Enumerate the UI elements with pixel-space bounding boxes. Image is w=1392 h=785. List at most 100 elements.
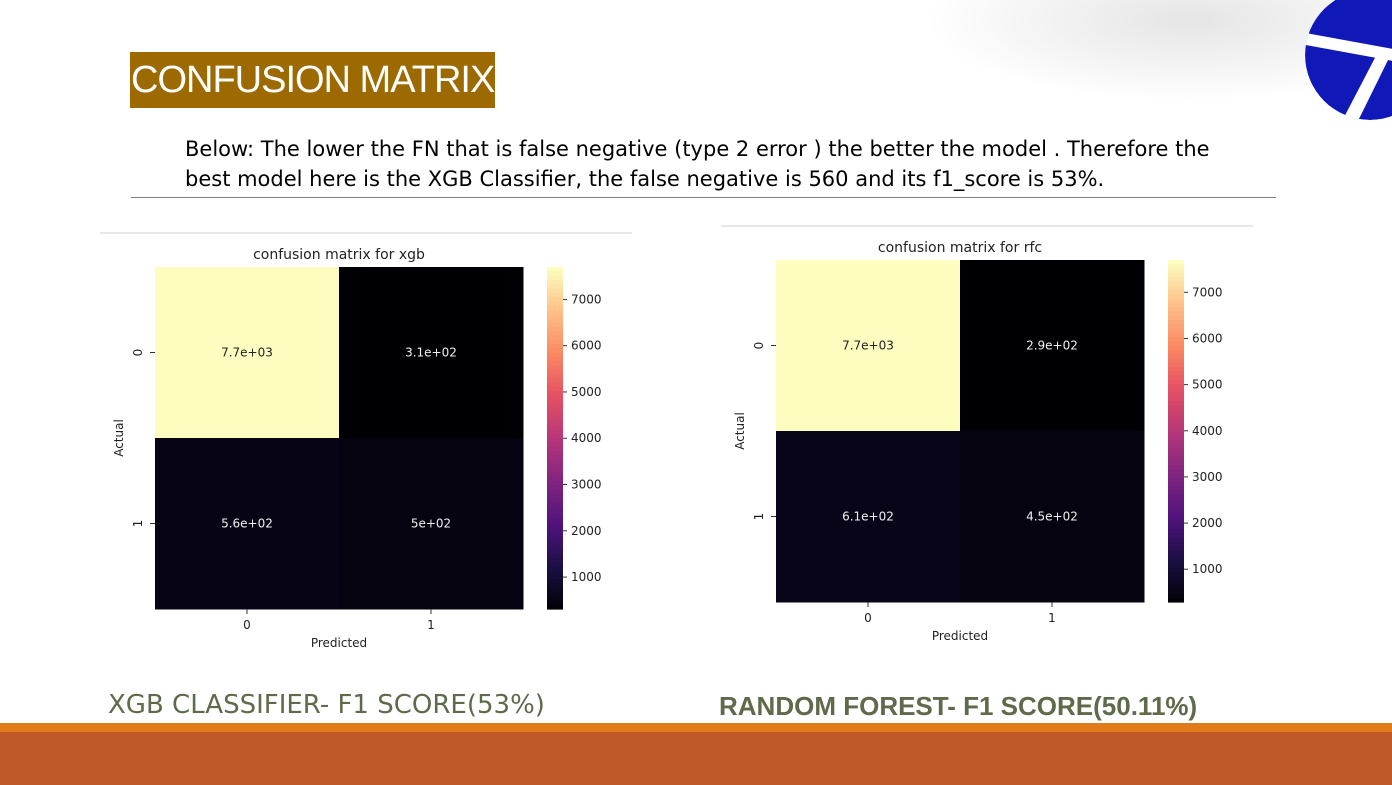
xgb-colorbar-segment bbox=[547, 493, 563, 499]
rfc-colorbar-segment bbox=[1168, 315, 1184, 321]
xgb-colorbar-segment bbox=[547, 540, 563, 546]
xgb-colorbar-segment bbox=[547, 275, 563, 281]
rfc-colorbar-segment bbox=[1168, 589, 1184, 595]
xgb-colorbar-segment bbox=[547, 378, 563, 384]
xgb-colorbar-segment bbox=[547, 399, 563, 405]
xgb-ytick-label-0: 0 bbox=[131, 349, 145, 357]
rfc-colorbar-segment bbox=[1168, 431, 1184, 436]
rfc-colorbar-segment bbox=[1168, 456, 1184, 462]
xgb-colorbar-segment bbox=[547, 506, 563, 512]
xgb-colorbar-segment bbox=[547, 450, 563, 456]
rfc-colorbar-segment bbox=[1168, 516, 1184, 522]
xgb-colorbar-segment bbox=[547, 579, 563, 584]
xgb-colorbar-tick-label-5: 6000 bbox=[571, 339, 602, 353]
xgb-colorbar-segment bbox=[547, 305, 563, 311]
caption-xgb: XGB CLASSIFIER- F1 SCORE(53%) bbox=[108, 690, 545, 720]
rfc-colorbar-segment bbox=[1168, 448, 1184, 453]
rfc-colorbar-segment bbox=[1168, 584, 1184, 590]
xgb-annotation-0-1: 3.1e+02 bbox=[405, 346, 457, 360]
xgb-xtick-label-0: 0 bbox=[243, 618, 251, 632]
rfc-colorbar-segment bbox=[1168, 358, 1184, 364]
rfc-colorbar-segment bbox=[1168, 375, 1184, 381]
rfc-colorbar-segment bbox=[1168, 567, 1184, 573]
rfc-colorbar-segment bbox=[1168, 328, 1184, 334]
rfc-xlabel: Predicted bbox=[932, 629, 988, 643]
xgb-ylabel: Actual bbox=[112, 419, 126, 457]
rfc-colorbar-segment bbox=[1168, 503, 1184, 509]
rfc-colorbar-segment bbox=[1168, 396, 1184, 402]
rfc-colorbar-segment bbox=[1168, 264, 1184, 270]
xgb-annotation-1-1: 5e+02 bbox=[411, 517, 451, 531]
xgb-colorbar-segment bbox=[547, 472, 563, 478]
xgb-colorbar-tick-label-2: 3000 bbox=[571, 478, 602, 492]
rfc-colorbar-segment bbox=[1168, 298, 1184, 304]
xgb-colorbar-segment bbox=[547, 476, 563, 482]
xgb-colorbar-segment bbox=[547, 459, 563, 465]
rfc-colorbar-segment bbox=[1168, 426, 1184, 432]
xgb-colorbar-tick-label-6: 7000 bbox=[571, 292, 602, 306]
rfc-colorbar-segment bbox=[1168, 285, 1184, 291]
xgb-cell-0-0 bbox=[155, 267, 340, 439]
rfc-annotation-0-0: 7.7e+03 bbox=[842, 339, 894, 353]
rfc-colorbar-tick-label-6: 7000 bbox=[1192, 285, 1223, 299]
rfc-colorbar-segment bbox=[1168, 597, 1184, 603]
xgb-colorbar-segment bbox=[547, 587, 563, 593]
rfc-colorbar-segment bbox=[1168, 486, 1184, 492]
heatmap-rfc-svg: confusion matrix for rfc 7.7e+03 2.9e+02 6.… bbox=[721, 225, 1253, 643]
xgb-colorbar-segment bbox=[547, 583, 563, 589]
xgb-colorbar-segment bbox=[547, 318, 563, 324]
rfc-colorbar-segment bbox=[1168, 401, 1184, 406]
xgb-colorbar-segment bbox=[547, 288, 563, 294]
xgb-cell-1-1 bbox=[339, 438, 524, 610]
rfc-colorbar-segment bbox=[1168, 418, 1184, 424]
rfc-colorbar-segment bbox=[1168, 443, 1184, 449]
rfc-cell-1-0 bbox=[776, 431, 961, 603]
rfc-colorbar-segment bbox=[1168, 537, 1184, 543]
rfc-colorbar-segment bbox=[1168, 336, 1184, 342]
rfc-colorbar-segment bbox=[1168, 294, 1184, 300]
xgb-colorbar-segment bbox=[547, 369, 563, 375]
xgb-colorbar-segment bbox=[547, 591, 563, 597]
xgb-colorbar-segment bbox=[547, 301, 563, 307]
xgb-colorbar-segment bbox=[547, 361, 563, 366]
rfc-colorbar-segment bbox=[1168, 473, 1184, 479]
xgb-colorbar-segment bbox=[547, 331, 563, 336]
rfc-colorbar-segment bbox=[1168, 512, 1184, 518]
divider bbox=[131, 197, 1276, 198]
xgb-colorbar-segment bbox=[547, 271, 563, 277]
heatmap-rfc: confusion matrix for rfc 7.7e+03 2.9e+02 6.… bbox=[721, 225, 1261, 654]
rfc-colorbar-segment bbox=[1168, 439, 1184, 445]
xgb-colorbar-segment bbox=[547, 322, 563, 328]
xgb-colorbar-segment bbox=[547, 309, 563, 315]
xgb-colorbar-segment bbox=[547, 523, 563, 529]
footer-accent-line bbox=[0, 723, 1392, 732]
rfc-colorbar-segment bbox=[1168, 422, 1184, 428]
xgb-colorbar-segment bbox=[547, 348, 563, 354]
rfc-colorbar-segment bbox=[1168, 482, 1184, 488]
rfc-colorbar-segment bbox=[1168, 507, 1184, 513]
rfc-colorbar-tick-label-0: 1000 bbox=[1192, 562, 1223, 576]
rfc-colorbar-segment bbox=[1168, 413, 1184, 419]
xgb-colorbar-segment bbox=[547, 574, 563, 580]
xgb-colorbar-segment bbox=[547, 600, 563, 606]
rfc-colorbar-segment bbox=[1168, 268, 1184, 274]
xgb-colorbar-segment bbox=[547, 480, 563, 486]
xgb-colorbar-segment bbox=[547, 416, 563, 422]
xgb-colorbar-segment bbox=[547, 544, 563, 550]
xgb-colorbar-segment bbox=[547, 442, 563, 448]
caption-rfc: RANDOM FOREST- F1 SCORE(50.11%) bbox=[719, 691, 1198, 721]
xgb-cell-1-0 bbox=[155, 438, 340, 610]
xgb-colorbar-segment bbox=[547, 382, 563, 388]
xgb-colorbar-segment bbox=[547, 549, 563, 555]
xgb-colorbar-segment bbox=[547, 408, 563, 413]
rfc-colorbar-segment bbox=[1168, 478, 1184, 483]
rfc-colorbar-segment bbox=[1168, 345, 1184, 351]
slide-description: Below: The lower the FN that is false ne… bbox=[185, 137, 1210, 191]
xgb-colorbar-segment bbox=[547, 604, 563, 610]
rfc-colorbar-segment bbox=[1168, 302, 1184, 308]
xgb-colorbar-segment bbox=[547, 485, 563, 490]
footer-bar bbox=[0, 732, 1392, 785]
rfc-colorbar-segment bbox=[1168, 520, 1184, 526]
rfc-colorbar-segment bbox=[1168, 260, 1184, 265]
rfc-colorbar-segment bbox=[1168, 281, 1184, 287]
